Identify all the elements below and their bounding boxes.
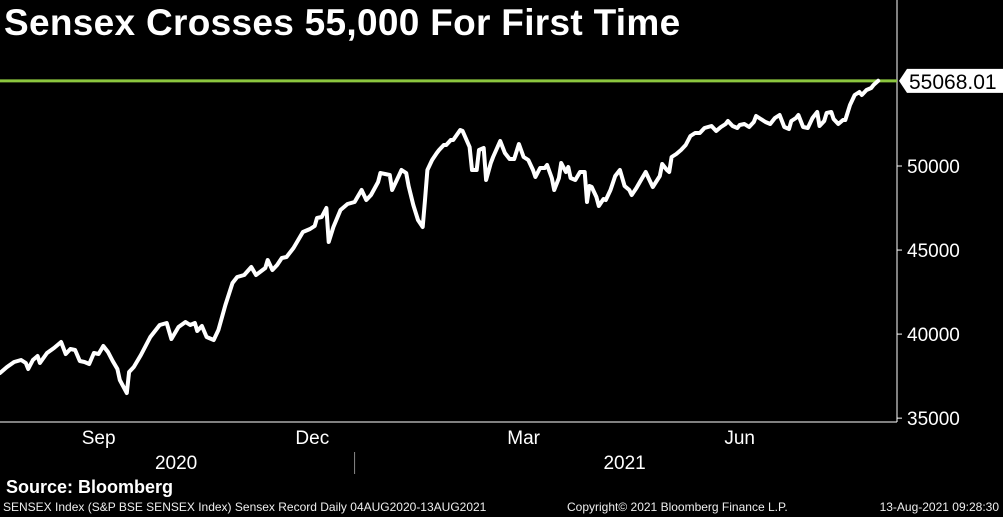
y-tick-label: 45000 xyxy=(907,241,960,262)
footer-copyright: Copyright© 2021 Bloomberg Finance L.P. xyxy=(567,500,788,514)
year-label: 2021 xyxy=(603,453,645,474)
source-label: Source: Bloomberg xyxy=(6,477,174,497)
footer-description: SENSEX Index (S&P BSE SENSEX Index) Sens… xyxy=(3,500,487,514)
y-tick-label: 50000 xyxy=(907,157,960,178)
year-label: 2020 xyxy=(155,453,197,474)
y-tick-label: 35000 xyxy=(907,409,960,430)
record-value-label: 55068.01 xyxy=(909,71,997,94)
x-tick-label: Sep xyxy=(82,428,116,449)
record-value-label-box xyxy=(899,68,1003,93)
chart-title: Sensex Crosses 55,000 For First Time xyxy=(4,2,681,43)
y-tick-label: 40000 xyxy=(907,325,960,346)
footer-timestamp: 13-Aug-2021 09:28:30 xyxy=(879,500,999,514)
x-tick-label: Dec xyxy=(295,428,329,449)
plot-area: 35000 40000 45000 50000 Sep Dec Mar Jun 2020 2021… xyxy=(0,0,1003,474)
x-tick-label: Jun xyxy=(724,428,755,449)
x-tick-label: Mar xyxy=(507,428,540,449)
sensex-series-line xyxy=(0,78,881,395)
